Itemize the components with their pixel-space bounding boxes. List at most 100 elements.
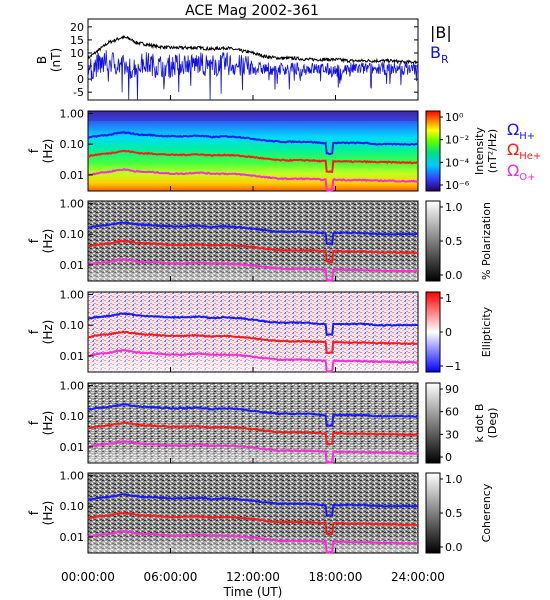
field-ytick-label: -5: [73, 86, 84, 99]
ellipticity-he-plus-gyro-line: [87, 330, 419, 355]
xtick-label: 12:00:00: [226, 570, 280, 584]
xaxis-label: Time (UT): [223, 585, 283, 599]
intensity-spectrogram: [88, 111, 418, 191]
kdotb-lowfreq-shade: [88, 383, 418, 463]
intensity-high-band: [88, 111, 418, 121]
kdotb-panel: 1.00 0.10 0.01 f(Hz) 90 60 30 0 k dot B(Deg): [27, 379, 499, 464]
xtick-label: 24:00:00: [391, 570, 445, 584]
kdotb-colorbar-tick-label: 0: [445, 451, 452, 464]
ellipticity-ytick-label: 0.10: [60, 319, 85, 332]
kdotb-ylabel: f(Hz): [27, 411, 55, 436]
coherency-colorbar-tick-label: 1.0: [445, 473, 463, 486]
gyro-legend: ΩH+ΩHe+ΩO+: [507, 120, 541, 183]
coherency-ytick-label: 0.10: [60, 500, 85, 513]
xtick-label: 00:00:00: [61, 570, 115, 584]
ellipticity-colorbar-label: Ellipticity: [480, 306, 493, 357]
polarization-ylabel: f(Hz): [27, 229, 55, 254]
polarization-colorbar-tick-label: 0.0: [445, 269, 463, 282]
coherency-colorbar-tick-label: 0.0: [445, 541, 463, 554]
legend-o-gyrofrequency: ΩO+: [507, 161, 535, 183]
intensity-panel: 1.00 0.10 0.01 f(Hz) 10⁰ 10⁻² 10⁻⁴ 10⁻⁶Intensit…: [27, 107, 499, 193]
coherency-h-plus-gyro-line: [87, 493, 419, 517]
intensity-he-plus-gyro-line: [88, 149, 419, 174]
figure-title: ACE Mag 2002-361: [185, 3, 319, 19]
coherency-ytick-label: 1.00: [60, 469, 85, 482]
xtick-label: 18:00:00: [309, 570, 363, 584]
polarization-colorbar-tick-label: 0.5: [445, 235, 463, 248]
ellipticity-panel: 1.00 0.10 0.01 f(Hz) 1 0 −1 Ellipticity: [27, 288, 493, 373]
kdotb-ytick-label: 1.00: [60, 379, 85, 392]
polarization-colorbar-tick-label: 1.0: [445, 201, 463, 214]
field-series: [87, 34, 419, 101]
coherency-ytick-label: 0.01: [60, 531, 85, 544]
polarization-ytick-label: 1.00: [60, 197, 85, 210]
intensity-h-plus-gyro-line: [87, 131, 419, 156]
coherency-colorbar-label: Coherency: [480, 483, 493, 542]
intensity-ytick-label: 1.00: [60, 107, 85, 120]
spectral-panels: 1.000.100.01f(Hz)10⁰10⁻²10⁻⁴10⁻⁶Intensit…: [27, 107, 541, 554]
ellipticity-colorbar-tick-label: 1: [445, 292, 452, 305]
coherency-colorbar-tick-label: 0.5: [445, 507, 463, 520]
polarization-colorbar: [425, 200, 441, 282]
ellipticity-lowfreq-shade: [88, 292, 418, 372]
ellipticity-h-plus-gyro-line: [87, 312, 419, 337]
intensity-colorbar-tick-label: 10⁻⁴: [445, 156, 470, 169]
ellipticity-ytick-label: 0.01: [60, 350, 85, 363]
kdotb-ytick-label: 0.10: [60, 410, 85, 423]
polarization-ytick-label: 0.10: [60, 228, 85, 241]
polarization-h-plus-gyro-line: [87, 221, 419, 246]
intensity-ytick-label: 0.10: [60, 138, 85, 151]
coherency-lowfreq-shade: [88, 473, 418, 553]
kdotb-colorbar: [425, 382, 441, 464]
intensity-colorbar-tick-label: 10⁰: [445, 111, 464, 124]
polarization-he-plus-gyro-line: [87, 239, 419, 264]
legend-h-gyrofrequency: ΩH+: [507, 120, 535, 142]
intensity-ylabel: f(Hz): [27, 139, 55, 164]
radial-field-line: [87, 50, 419, 101]
ellipticity-colorbar-tick-label: 0: [445, 326, 452, 339]
intensity-colorbar-tick-label: 10⁻⁶: [445, 179, 470, 192]
intensity-o-plus-gyro-line: [87, 168, 419, 193]
coherency-panel: 1.00 0.10 0.01 f(Hz) 1.0 0.5 0.0 Coherency: [27, 469, 493, 554]
ellipticity-o-plus-gyro-line: [87, 348, 419, 373]
field-ytick-label: 15: [70, 34, 84, 47]
ellipticity-ylabel: f(Hz): [27, 320, 55, 345]
coherency-o-plus-gyro-line: [87, 529, 419, 554]
field-ytick-label: 5: [77, 60, 84, 73]
kdotb-o-plus-gyro-line: [87, 439, 419, 464]
intensity-colorbar: [425, 110, 441, 192]
time-axis: 00:00:00 06:00:00 12:00:00 18:00:00 24:00:00: [61, 95, 445, 584]
ellipticity-ytick-label: 1.00: [60, 288, 85, 301]
coherency-colorbar: [425, 472, 441, 554]
kdotb-ytick-label: 0.01: [60, 441, 85, 454]
xtick-label: 06:00:00: [144, 570, 198, 584]
polarization-panel: 1.00 0.10 0.01 f(Hz) 1.0 0.5 0.0 % Polarization: [27, 197, 493, 283]
kdotb-h-plus-gyro-line: [87, 403, 419, 427]
kdotb-colorbar-tick-label: 60: [445, 406, 459, 419]
legend-total-field: |B|: [430, 23, 452, 42]
field-ylabel: B(nT): [35, 48, 63, 72]
field-ytick-label: 0: [77, 73, 84, 86]
field-ytick-label: 10: [70, 47, 84, 60]
intensity-colorbar-label: Intensity(nT²/Hz): [473, 127, 499, 175]
legend-radial-field: BR: [430, 43, 449, 66]
polarization-lowfreq-shade: [88, 201, 418, 281]
field-ytick-label: 20: [70, 21, 84, 34]
ellipticity-colorbar: [425, 291, 441, 373]
coherency-ylabel: f(Hz): [27, 501, 55, 526]
polarization-colorbar-label: % Polarization: [480, 202, 493, 280]
kdotb-he-plus-gyro-line: [87, 421, 419, 446]
total-field-line: [87, 34, 419, 66]
kdotb-colorbar-tick-label: 90: [445, 383, 459, 396]
polarization-o-plus-gyro-line: [87, 258, 419, 283]
kdotb-colorbar-label: k dot B(Deg): [473, 404, 499, 443]
intensity-ytick-label: 0.01: [60, 169, 85, 182]
polarization-ytick-label: 0.01: [60, 259, 85, 272]
kdotb-colorbar-tick-label: 30: [445, 428, 459, 441]
ellipticity-colorbar-tick-label: −1: [445, 360, 461, 373]
intensity-colorbar-tick-label: 10⁻²: [445, 134, 469, 147]
coherency-he-plus-gyro-line: [87, 511, 419, 536]
legend-he-gyrofrequency: ΩHe+: [507, 140, 541, 162]
